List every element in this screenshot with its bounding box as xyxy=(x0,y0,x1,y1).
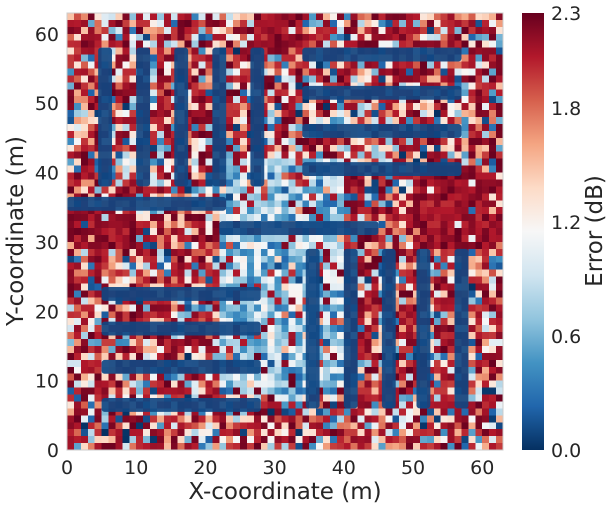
y-tick-label-20: 20 xyxy=(35,301,59,323)
low-error-vertical-bar-17 xyxy=(343,248,358,409)
low-error-vertical-bar-19 xyxy=(416,248,431,409)
heatmap-regions xyxy=(67,47,469,412)
colorbar-ticks: 0.0 0.6 1.2 1.8 2.3 xyxy=(551,3,581,462)
low-error-horizontal-bar-12 xyxy=(101,286,261,301)
low-error-vertical-bar-1 xyxy=(98,47,112,187)
heatmap-plot-area xyxy=(66,12,504,451)
low-error-vertical-bar-4 xyxy=(212,47,227,187)
colorbar-tick-label-0.6: 0.6 xyxy=(551,326,581,348)
x-tick-label-40: 40 xyxy=(332,457,356,479)
y-tick-label-0: 0 xyxy=(47,440,59,462)
x-axis-label: X-coordinate (m) xyxy=(188,479,381,505)
low-error-horizontal-bar-6 xyxy=(302,47,462,62)
low-error-vertical-bar-20 xyxy=(454,248,469,409)
low-error-horizontal-bar-9 xyxy=(302,162,462,177)
colorbar-tick-label-1.2: 1.2 xyxy=(551,212,581,234)
low-error-vertical-bar-16 xyxy=(305,248,320,409)
colorbar-tick-label-0.0: 0.0 xyxy=(551,440,581,462)
colorbar: 0.0 0.6 1.2 1.8 2.3 Error (dB) xyxy=(522,3,608,462)
x-tick-label-0: 0 xyxy=(61,457,73,479)
plot-frame xyxy=(66,12,504,451)
x-tick-label-10: 10 xyxy=(124,457,148,479)
low-error-vertical-bar-2 xyxy=(136,47,151,187)
y-axis-label: Y-coordinate (m) xyxy=(3,136,29,327)
x-tick-label-60: 60 xyxy=(470,457,494,479)
low-error-vertical-bar-3 xyxy=(174,47,189,187)
y-tick-label-40: 40 xyxy=(35,163,59,185)
low-error-horizontal-bar-15 xyxy=(101,397,261,412)
low-error-horizontal-bar-10 xyxy=(67,196,227,211)
x-axis-ticks: 0 10 20 30 40 50 60 xyxy=(61,457,494,479)
low-error-horizontal-bar-8 xyxy=(302,123,462,138)
low-error-horizontal-bar-13 xyxy=(101,321,261,336)
low-error-vertical-bar-18 xyxy=(381,248,396,409)
y-tick-label-60: 60 xyxy=(35,24,59,46)
colorbar-bar xyxy=(522,13,544,450)
y-tick-label-10: 10 xyxy=(35,371,59,393)
colorbar-label: Error (dB) xyxy=(582,175,608,287)
low-error-horizontal-bar-7 xyxy=(302,85,462,100)
y-tick-label-30: 30 xyxy=(35,232,59,254)
x-tick-label-30: 30 xyxy=(263,457,287,479)
x-tick-label-50: 50 xyxy=(401,457,425,479)
low-error-vertical-bar-5 xyxy=(250,47,265,187)
y-tick-label-50: 50 xyxy=(35,93,59,115)
y-axis-ticks: 0 10 20 30 40 50 60 xyxy=(35,24,59,462)
low-error-horizontal-bar-11 xyxy=(219,221,379,235)
low-error-horizontal-bar-14 xyxy=(101,359,261,374)
colorbar-tick-label-1.8: 1.8 xyxy=(551,98,581,120)
colorbar-tick-label-2.3: 2.3 xyxy=(551,3,581,25)
x-tick-label-20: 20 xyxy=(193,457,217,479)
